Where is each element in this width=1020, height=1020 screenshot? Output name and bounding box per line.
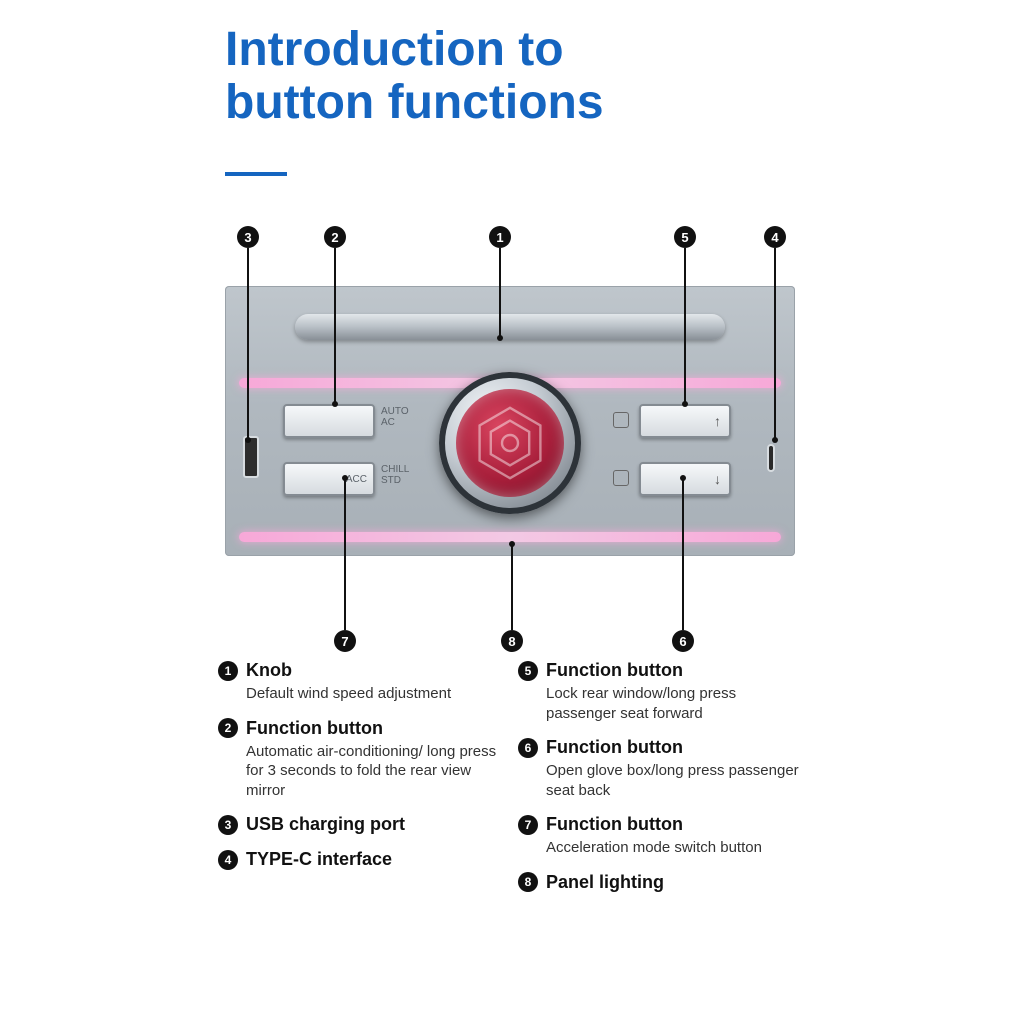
function-button-lock-window[interactable]: ↑ xyxy=(639,404,731,438)
callout-dot xyxy=(332,401,338,407)
legend-item: 7 Function button Acceleration mode switch… xyxy=(518,814,818,858)
legend-desc: Default wind speed adjustment xyxy=(246,684,500,704)
title-line-1: Introduction to xyxy=(225,24,604,77)
legend-col-left: 1 Knob Default wind speed adjustment 2 Funct… xyxy=(218,660,518,907)
callout-marker: 4 xyxy=(764,226,786,248)
legend-item: 3 USB charging port xyxy=(218,814,518,835)
callout-marker: 5 xyxy=(674,226,696,248)
legend-badge: 2 xyxy=(218,718,238,738)
legend-badge: 3 xyxy=(218,815,238,835)
legend-title: Function button xyxy=(546,660,683,681)
legend-item: 6 Function button Open glove box/long pres… xyxy=(518,737,818,800)
legend-item: 8 Panel lighting xyxy=(518,872,818,893)
legend-desc: Automatic air-conditioning/ long press f… xyxy=(246,742,500,801)
legend-title: USB charging port xyxy=(246,814,405,835)
page-title: Introduction to button functions xyxy=(225,24,604,130)
callout-marker: 3 xyxy=(237,226,259,248)
label-chill-std: CHILL STD xyxy=(381,464,409,486)
legend-title: Knob xyxy=(246,660,292,681)
callout-marker: 7 xyxy=(334,630,356,652)
callout-lead xyxy=(334,248,336,404)
callout-lead xyxy=(247,248,249,440)
type-c-port[interactable] xyxy=(767,444,775,472)
legend-item: 5 Function button Lock rear window/long pr… xyxy=(518,660,818,723)
callout-lead xyxy=(682,478,684,630)
legend-col-right: 5 Function button Lock rear window/long pr… xyxy=(518,660,818,907)
legend-badge: 6 xyxy=(518,738,538,758)
callout-lead xyxy=(774,248,776,440)
legend-desc: Acceleration mode switch button xyxy=(546,838,800,858)
callout-marker: 2 xyxy=(324,226,346,248)
legend-badge: 5 xyxy=(518,661,538,681)
callout-dot xyxy=(772,437,778,443)
legend-item: 2 Function button Automatic air-conditioni… xyxy=(218,718,518,801)
callout-lead xyxy=(511,544,513,630)
legend-badge: 8 xyxy=(518,872,538,892)
callout-dot xyxy=(245,437,251,443)
gear-icon xyxy=(470,403,550,483)
diagram: AUTO AC ACC CHILL STD ↑ ↓ xyxy=(225,230,795,630)
legend-title: Function button xyxy=(246,718,383,739)
knob-face xyxy=(456,389,564,497)
legend-title: TYPE-C interface xyxy=(246,849,392,870)
legend-title: Function button xyxy=(546,737,683,758)
callout-dot xyxy=(342,475,348,481)
legend-title: Function button xyxy=(546,814,683,835)
window-lock-icon xyxy=(613,412,629,428)
label-auto-ac: AUTO AC xyxy=(381,406,409,428)
callout-dot xyxy=(509,541,515,547)
function-button-autoac[interactable] xyxy=(283,404,375,438)
legend-desc: Lock rear window/long press passenger se… xyxy=(546,684,800,723)
legend-badge: 1 xyxy=(218,661,238,681)
callout-marker: 1 xyxy=(489,226,511,248)
legend-badge: 7 xyxy=(518,815,538,835)
glovebox-icon xyxy=(613,470,629,486)
legend-title: Panel lighting xyxy=(546,872,664,893)
callout-lead xyxy=(499,248,501,338)
arrow-down-icon: ↓ xyxy=(714,471,721,487)
callout-dot xyxy=(682,401,688,407)
callout-marker: 8 xyxy=(501,630,523,652)
label-acc: ACC xyxy=(346,474,367,485)
arrow-up-icon: ↑ xyxy=(714,413,721,429)
callout-dot xyxy=(497,335,503,341)
legend-item: 4 TYPE-C interface xyxy=(218,849,518,870)
callout-lead xyxy=(684,248,686,404)
callout-marker: 6 xyxy=(672,630,694,652)
callout-lead xyxy=(344,478,346,630)
title-line-2: button functions xyxy=(225,77,604,130)
callout-dot xyxy=(680,475,686,481)
legend-item: 1 Knob Default wind speed adjustment xyxy=(218,660,518,704)
legend-badge: 4 xyxy=(218,850,238,870)
title-underline xyxy=(225,172,287,176)
control-panel: AUTO AC ACC CHILL STD ↑ ↓ xyxy=(225,286,795,556)
legend-desc: Open glove box/long press passenger seat… xyxy=(546,761,800,800)
legend: 1 Knob Default wind speed adjustment 2 Funct… xyxy=(218,660,818,907)
function-button-acc[interactable]: ACC xyxy=(283,462,375,496)
center-knob[interactable] xyxy=(439,372,581,514)
top-chrome-bar xyxy=(295,314,725,340)
